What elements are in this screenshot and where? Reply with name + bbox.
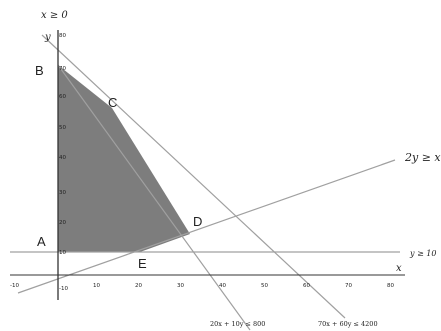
- point-d: D: [193, 214, 202, 229]
- y-tick: 80: [59, 33, 66, 39]
- y-tick: 30: [59, 190, 66, 196]
- constraint-ratio: 2y ≥ x: [404, 151, 441, 164]
- y-tick: 50: [59, 125, 66, 131]
- x-tick: 60: [303, 283, 310, 289]
- x-tick: 80: [387, 283, 394, 289]
- point-b: B: [35, 63, 44, 78]
- line-20x-10y-800: [57, 64, 251, 331]
- y-tick: 20: [59, 220, 66, 226]
- point-e: E: [138, 256, 147, 271]
- x-axis-label: x: [396, 263, 402, 274]
- x-tick: 70: [345, 283, 352, 289]
- line-2y-x: [17, 159, 396, 294]
- y-tick: 70: [59, 66, 66, 72]
- constraint-y-min: y ≥ 10: [409, 249, 437, 258]
- x-tick: 50: [261, 283, 268, 289]
- point-a: A: [37, 234, 46, 249]
- y-tick: 10: [59, 250, 66, 256]
- x-tick: 10: [93, 283, 100, 289]
- y-tick: -10: [59, 286, 68, 292]
- x-tick: 30: [177, 283, 184, 289]
- x-tick: -10: [10, 283, 19, 289]
- constraint-20x-10y: 20x + 10y ≤ 800: [210, 320, 265, 328]
- constraint-x-nonneg: x ≥ 0: [41, 10, 68, 21]
- y-tick: 40: [59, 155, 66, 161]
- y-tick: 60: [59, 94, 66, 100]
- feasible-region: [58, 65, 190, 252]
- x-tick: 40: [219, 283, 226, 289]
- line-70x-60y-4200: [41, 34, 346, 319]
- y-axis-label: y: [44, 32, 51, 43]
- x-tick: 20: [135, 283, 142, 289]
- point-c: C: [108, 95, 117, 110]
- constraint-70x-60y: 70x + 60y ≤ 4200: [318, 320, 378, 328]
